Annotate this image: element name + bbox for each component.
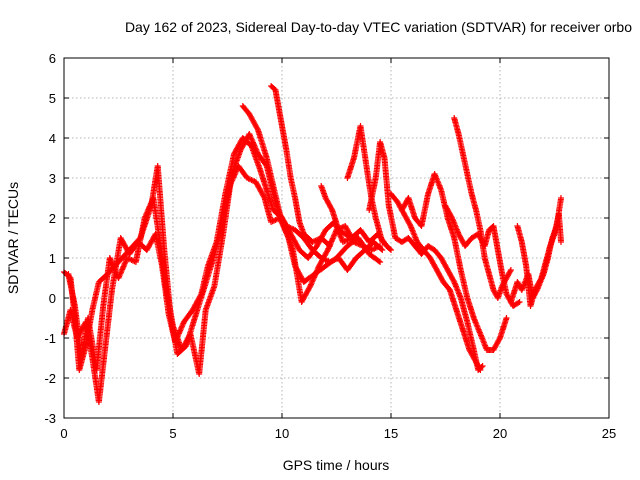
series-track-1 [61, 163, 384, 373]
y-tick-label: -2 [44, 371, 56, 386]
y-tick-label: 4 [49, 131, 56, 146]
x-tick-label: 0 [60, 426, 67, 441]
series-track-4 [239, 103, 386, 273]
series-track-11 [442, 203, 523, 309]
series-track-14 [514, 211, 564, 309]
x-tick-label: 25 [602, 426, 616, 441]
y-tick-label: -3 [44, 411, 56, 426]
series-track-12 [451, 115, 514, 301]
plot-frame [63, 57, 610, 419]
y-tick-label: -1 [44, 331, 56, 346]
chart-title: Day 162 of 2023, Sidereal Day-to-day VTE… [125, 19, 632, 35]
y-tick-label: 2 [49, 211, 56, 226]
data-series [61, 83, 564, 405]
series-track-7 [344, 123, 386, 245]
grid [64, 58, 609, 418]
y-tick-label: 3 [49, 171, 56, 186]
series-track-3 [65, 131, 384, 377]
x-axis-label: GPS time / hours [283, 457, 390, 473]
series-track-5 [268, 83, 333, 249]
x-tick-label: 15 [384, 426, 398, 441]
x-tick-label: 20 [493, 426, 507, 441]
series-track-10 [398, 171, 510, 353]
series-track-8 [366, 139, 486, 373]
y-tick-label: 0 [49, 291, 56, 306]
y-tick-label: 6 [49, 51, 56, 66]
series-track-6 [318, 183, 355, 241]
y-tick-label: 5 [49, 91, 56, 106]
x-tick-label: 10 [275, 426, 289, 441]
axis-ticks: 0 5 10 15 20 25 -3 -2 -1 0 1 2 3 4 5 6 [44, 51, 616, 441]
x-tick-label: 5 [169, 426, 176, 441]
y-tick-label: 1 [49, 251, 56, 266]
y-axis-label: SDTVAR / TECUs [5, 182, 21, 294]
